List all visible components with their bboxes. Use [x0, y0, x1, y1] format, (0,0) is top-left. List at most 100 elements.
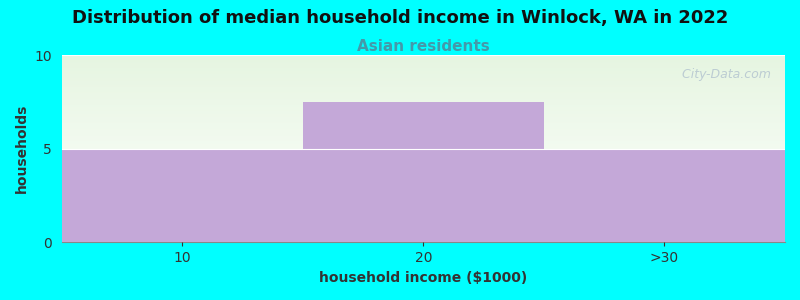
Text: Distribution of median household income in Winlock, WA in 2022: Distribution of median household income …: [72, 9, 728, 27]
Bar: [62, 182, 785, 183]
Bar: [62, 130, 785, 131]
Bar: [62, 241, 785, 242]
Bar: [62, 195, 785, 196]
Bar: [62, 65, 785, 66]
Bar: [62, 120, 785, 121]
Bar: [62, 58, 785, 59]
Bar: [62, 149, 303, 242]
Bar: [62, 66, 785, 67]
Bar: [62, 68, 785, 69]
Bar: [62, 128, 785, 129]
Bar: [62, 121, 785, 122]
Bar: [62, 163, 785, 164]
Bar: [62, 59, 785, 60]
Bar: [62, 90, 785, 91]
Bar: [62, 177, 785, 178]
Bar: [62, 180, 785, 181]
Bar: [62, 168, 785, 169]
Bar: [62, 222, 785, 223]
Bar: [62, 157, 785, 158]
Bar: [62, 227, 785, 228]
Bar: [62, 240, 785, 241]
Bar: [62, 105, 785, 106]
Bar: [62, 62, 785, 63]
Bar: [544, 149, 785, 242]
Bar: [62, 184, 785, 185]
Bar: [62, 123, 785, 124]
Bar: [62, 76, 785, 77]
Bar: [62, 209, 785, 210]
Bar: [62, 86, 785, 87]
Bar: [62, 170, 785, 171]
Bar: [62, 117, 785, 118]
Bar: [62, 151, 785, 152]
Bar: [62, 74, 785, 75]
Bar: [62, 217, 785, 218]
Bar: [62, 213, 785, 214]
Bar: [62, 229, 785, 230]
Bar: [62, 141, 785, 142]
Bar: [62, 235, 785, 236]
Bar: [62, 200, 785, 201]
Bar: [62, 226, 785, 227]
Bar: [62, 175, 785, 176]
Bar: [62, 55, 785, 56]
Bar: [62, 201, 785, 202]
Bar: [62, 144, 785, 145]
Bar: [62, 190, 785, 191]
Bar: [62, 73, 785, 74]
Bar: [62, 75, 785, 76]
Bar: [62, 61, 785, 62]
Bar: [62, 119, 785, 120]
Bar: [62, 64, 785, 65]
Bar: [62, 189, 785, 190]
Bar: [62, 204, 785, 205]
Bar: [62, 82, 785, 83]
Bar: [62, 89, 785, 90]
Bar: [62, 114, 785, 115]
Bar: [62, 230, 785, 231]
Bar: [62, 126, 785, 127]
Bar: [62, 84, 785, 85]
Bar: [62, 202, 785, 203]
Bar: [62, 99, 785, 100]
Bar: [62, 210, 785, 211]
Bar: [62, 178, 785, 179]
Bar: [62, 63, 785, 64]
Bar: [62, 161, 785, 162]
Bar: [62, 95, 785, 96]
Bar: [62, 173, 785, 174]
Bar: [62, 137, 785, 138]
Bar: [62, 159, 785, 160]
Bar: [62, 237, 785, 238]
Bar: [62, 129, 785, 130]
Bar: [62, 78, 785, 79]
Bar: [62, 132, 785, 133]
Bar: [62, 136, 785, 137]
Bar: [62, 218, 785, 219]
Bar: [62, 97, 785, 98]
Bar: [62, 192, 785, 193]
Bar: [62, 232, 785, 233]
Bar: [62, 107, 785, 108]
Bar: [62, 57, 785, 58]
Y-axis label: households: households: [15, 104, 29, 194]
Bar: [62, 191, 785, 192]
Bar: [62, 221, 785, 222]
Bar: [62, 233, 785, 234]
Bar: [62, 81, 785, 82]
Bar: [62, 212, 785, 213]
Bar: [62, 223, 785, 224]
Bar: [62, 131, 785, 132]
Title: Asian residents: Asian residents: [357, 39, 490, 54]
Bar: [62, 228, 785, 229]
Bar: [62, 118, 785, 119]
Bar: [62, 93, 785, 94]
Bar: [62, 70, 785, 71]
Bar: [62, 207, 785, 208]
Bar: [62, 133, 785, 134]
Bar: [62, 125, 785, 126]
Bar: [62, 205, 785, 206]
Bar: [62, 231, 785, 232]
Bar: [62, 188, 785, 189]
